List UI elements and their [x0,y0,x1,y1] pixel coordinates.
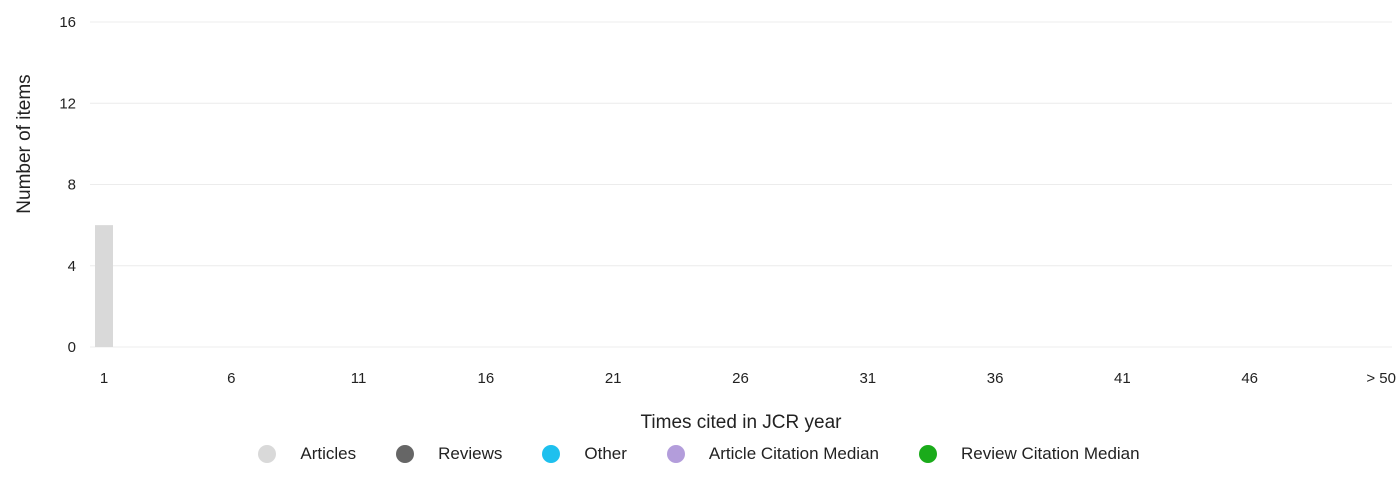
x-tick-label: 41 [1114,370,1131,387]
legend-label: Article Citation Median [708,444,879,463]
x-tick-label: 6 [227,370,235,387]
legend-marker [666,445,685,463]
legend-item-reviews[interactable]: Reviews [396,444,502,464]
chart-legend: Articles Reviews Other Article Citation Med… [0,440,1398,468]
x-tick-label: > 50 [1366,370,1396,387]
legend-marker [258,445,277,463]
legend-marker [542,445,561,463]
y-tick-label: 4 [68,258,76,275]
legend-item-other[interactable]: Other [542,444,627,464]
legend-label: Review Citation Median [961,444,1140,463]
legend-label: Reviews [438,444,503,463]
y-axis-title: Number of items [14,74,35,213]
x-tick-label: 16 [478,370,495,387]
legend-item-article-citation-median[interactable]: Article Citation Median [666,444,879,464]
x-tick-label: 11 [351,370,367,387]
y-tick-label: 0 [68,339,76,356]
legend-item-review-citation-median[interactable]: Review Citation Median [919,444,1140,464]
x-tick-label: 46 [1241,370,1258,387]
x-tick-label: 1 [100,370,108,387]
x-tick-label: 31 [859,370,876,387]
legend-marker [919,445,937,463]
x-axis-title: Times cited in JCR year [641,412,843,433]
y-tick-label: 16 [59,14,76,31]
legend-marker [396,445,415,463]
legend-item-articles[interactable]: Articles [258,444,356,464]
x-tick-label: 36 [987,370,1004,387]
legend-label: Other [584,444,627,463]
legend-label: Articles [300,444,357,463]
x-tick-label: 21 [605,370,622,387]
y-tick-label: 8 [68,177,76,194]
x-tick-label: 26 [732,370,749,387]
bar-articles [95,225,113,347]
y-tick-label: 12 [59,95,76,112]
